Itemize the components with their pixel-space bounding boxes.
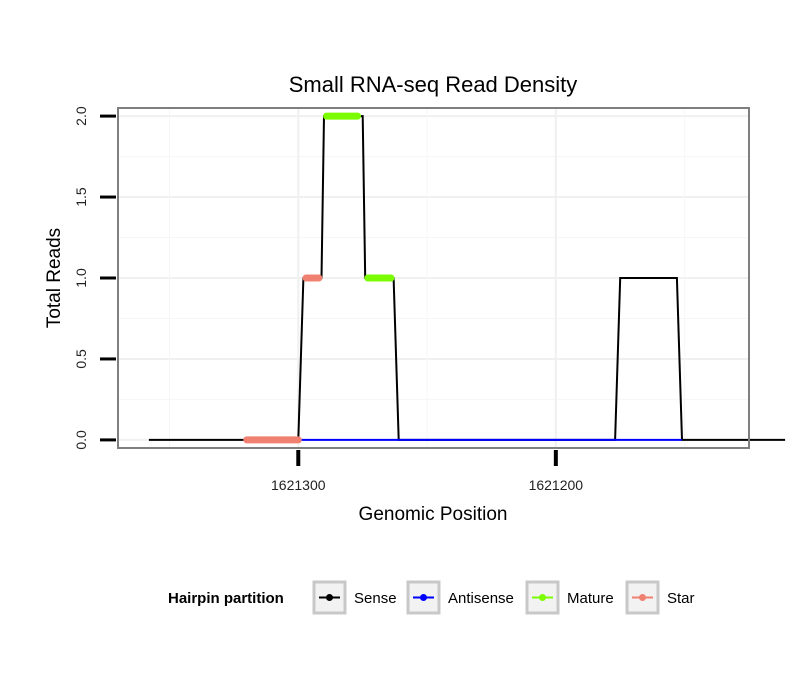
grid [118, 108, 749, 448]
legend-key-point [326, 594, 333, 601]
y-tick-label: 0.0 [73, 430, 89, 450]
legend-key-point [539, 594, 546, 601]
axes: 0.0 0.5 1.0 1.5 2.0 1621300 1621200 [73, 106, 583, 493]
legend-label: Antisense [448, 590, 514, 607]
legend-label: Star [667, 590, 695, 607]
x-tick-label: 1621200 [529, 477, 584, 493]
legend-key-point [420, 594, 427, 601]
legend-item-mature: Mature [525, 580, 614, 615]
legend-item-sense: Sense [312, 580, 397, 615]
y-tick-label: 2.0 [73, 106, 89, 126]
legend-label: Mature [567, 590, 614, 607]
y-tick-label: 0.5 [73, 349, 89, 369]
legend: Hairpin partition Sense Antisense Mature St… [168, 580, 695, 615]
y-tick-label: 1.0 [73, 268, 89, 288]
x-axis-title: Genomic Position [359, 504, 508, 525]
legend-item-star: Star [625, 580, 695, 615]
legend-key-point [639, 594, 646, 601]
plot-panel [117, 107, 750, 449]
legend-title: Hairpin partition [168, 590, 284, 607]
y-axis-title: Total Reads [44, 228, 65, 328]
legend-label: Sense [354, 590, 397, 607]
legend-item-antisense: Antisense [406, 580, 514, 615]
y-tick-label: 1.5 [73, 187, 89, 207]
x-tick-label: 1621300 [271, 477, 326, 493]
chart-title: Small RNA-seq Read Density [289, 72, 578, 97]
plot-lines [148, 112, 786, 444]
